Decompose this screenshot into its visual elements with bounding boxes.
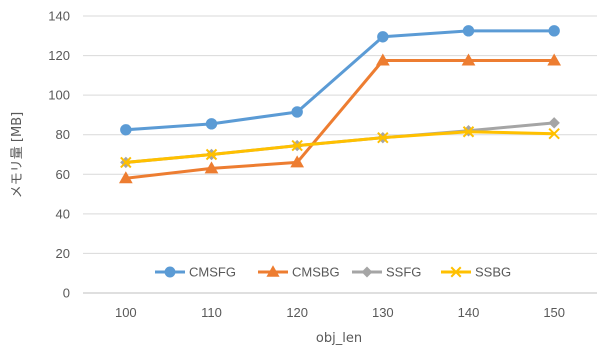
- ssfg-point: [548, 117, 560, 129]
- x-tick-label: 100: [115, 305, 137, 320]
- ssbg-point: [548, 128, 560, 140]
- cmsbg-point: [547, 53, 562, 66]
- x-tick-label: 110: [201, 305, 222, 320]
- legend-item-cmsfg: CMSFG: [155, 265, 236, 280]
- x-tick-label: 150: [543, 305, 565, 320]
- x-axis-title: obj_len: [316, 331, 362, 346]
- legend: CMSFG CMSBG SSFG SSBG: [155, 265, 511, 280]
- y-tick-label: 100: [48, 88, 70, 103]
- series-cmsfg: [120, 25, 560, 136]
- series-cmsbg: [118, 53, 562, 184]
- x-tick-label: 120: [286, 305, 308, 320]
- cmsbg-point: [118, 171, 133, 184]
- y-tick-label: 140: [48, 9, 70, 24]
- cmsfg-point: [462, 25, 475, 37]
- ssbg-point: [291, 139, 303, 152]
- cmsbg-point: [290, 155, 305, 168]
- y-tick-label: 120: [48, 48, 70, 63]
- cmsfg-point: [377, 31, 389, 43]
- legend-swatch-marker: [266, 265, 280, 277]
- ssbg-point: [377, 131, 389, 144]
- cmsbg-point: [204, 161, 219, 174]
- y-tick-label: 0: [63, 286, 70, 301]
- y-tick-labels: 0 20 40 60 80 100 120 140: [48, 9, 70, 301]
- x-tick-label: 130: [372, 305, 394, 320]
- x-tick-labels: 100 110 120 130 140 150: [115, 305, 565, 320]
- y-tick-label: 60: [56, 167, 70, 182]
- legend-swatch-marker: [164, 266, 176, 278]
- legend-label: CMSFG: [189, 265, 236, 280]
- cmsbg-point: [461, 53, 476, 66]
- series-ssbg: [120, 126, 560, 169]
- gridlines: [83, 15, 597, 294]
- cmsfg-point: [205, 118, 218, 130]
- cmsfg-point: [548, 25, 560, 37]
- y-axis-title: メモリ量 [MB]: [10, 112, 25, 198]
- legend-label: SSBG: [475, 265, 511, 280]
- ssbg-point: [120, 156, 132, 169]
- cmsbg-point: [375, 53, 390, 66]
- legend-item-cmsbg: CMSBG: [258, 265, 340, 280]
- series-layer: [118, 25, 562, 184]
- cmsfg-line: [124, 29, 556, 132]
- ssbg-point: [462, 126, 475, 138]
- legend-swatch-marker: [361, 266, 373, 278]
- ssbg-line: [124, 130, 556, 164]
- cmsfg-point: [120, 124, 132, 136]
- cmsfg-point: [291, 106, 303, 118]
- legend-swatch-marker: [450, 266, 462, 278]
- cmsbg-line: [124, 59, 556, 180]
- y-tick-label: 20: [56, 246, 70, 261]
- legend-item-ssfg: SSFG: [352, 265, 421, 280]
- y-tick-label: 40: [56, 206, 70, 221]
- y-tick-label: 80: [56, 127, 70, 142]
- x-tick-label: 140: [458, 305, 480, 320]
- legend-label: SSFG: [386, 265, 421, 280]
- legend-item-ssbg: SSBG: [441, 265, 511, 280]
- ssbg-point: [205, 148, 218, 161]
- legend-label: CMSBG: [292, 265, 340, 280]
